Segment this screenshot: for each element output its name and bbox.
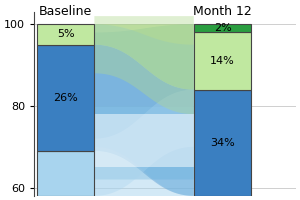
Bar [194,90,251,196]
Bar [37,45,94,151]
Polygon shape [94,90,194,196]
Polygon shape [94,114,194,167]
Text: Month 12: Month 12 [193,5,252,18]
Bar [37,24,94,45]
Polygon shape [94,24,194,196]
Text: 26%: 26% [53,93,78,103]
Bar [194,24,251,32]
Polygon shape [94,24,194,90]
Text: 34%: 34% [210,138,235,148]
Polygon shape [94,16,194,114]
Bar [194,32,251,90]
Polygon shape [94,24,194,179]
Polygon shape [94,45,194,196]
Text: Baseline: Baseline [39,5,92,18]
Text: 5%: 5% [57,29,74,39]
Polygon shape [94,106,194,196]
Text: 14%: 14% [210,56,235,66]
Bar [37,151,94,196]
Text: 2%: 2% [214,23,231,33]
